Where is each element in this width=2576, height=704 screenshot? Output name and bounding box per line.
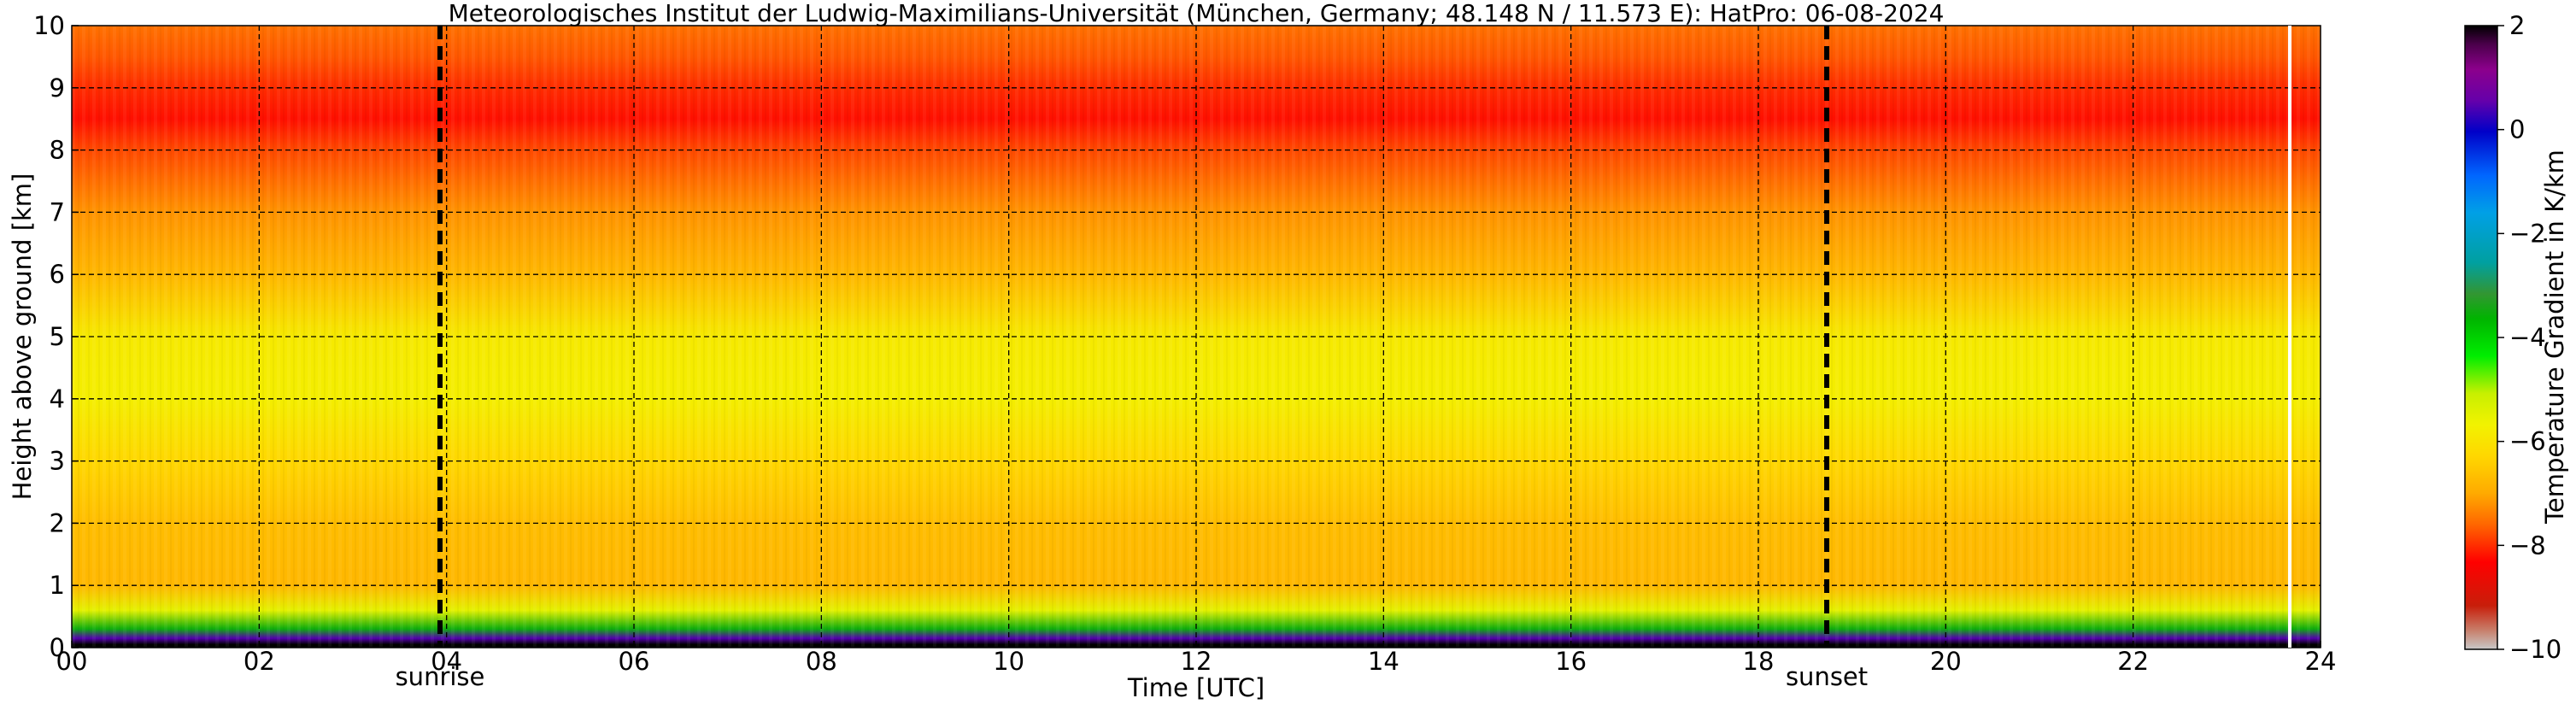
x-tick-label: 18 [1743, 647, 1775, 676]
x-axis-ticks: 00 02 04 06 08 10 12 14 16 18 20 22 24 [56, 641, 2337, 676]
sunset-label: sunset [1786, 662, 1868, 691]
y-axis-label: Height above ground [km] [8, 173, 37, 501]
colorbar: 2 0 −2 −4 −6 −8 −10 Temperature Gradient in K/… [2464, 11, 2569, 664]
y-tick-label: 2 [50, 508, 65, 537]
x-tick-label: 08 [806, 647, 837, 676]
y-tick-label: 6 [50, 260, 65, 289]
x-tick-label: 06 [619, 647, 650, 676]
y-tick-label: 10 [33, 11, 65, 40]
x-tick-label: 16 [1555, 647, 1587, 676]
chart-title: Meteorologisches Institut der Ludwig-Max… [449, 0, 1945, 27]
colorbar-gradient [2464, 25, 2498, 650]
colorbar-tick-label: 0 [2509, 115, 2525, 144]
y-tick-label: 5 [50, 322, 65, 351]
grid-lines [72, 26, 2321, 648]
x-tick-label: 20 [1930, 647, 1962, 676]
y-tick-label: 8 [50, 136, 65, 165]
y-tick-label: 7 [50, 197, 65, 226]
colorbar-tick-label: −4 [2509, 323, 2546, 352]
colorbar-ticks: 2 0 −2 −4 −6 −8 −10 [2497, 11, 2561, 664]
colorbar-tick-label: −2 [2509, 219, 2546, 248]
y-tick-label: 0 [50, 633, 65, 662]
plot-area: sunrise sunset [71, 25, 2321, 691]
x-tick-label: 10 [993, 647, 1024, 676]
x-tick-label: 00 [56, 647, 88, 676]
x-axis-label: Time [UTC] [1127, 673, 1265, 702]
y-tick-label: 4 [50, 384, 65, 414]
sunrise-label: sunrise [396, 662, 485, 691]
y-axis-ticks: 0 1 2 3 4 5 6 7 8 9 10 [33, 11, 79, 662]
x-tick-label: 24 [2305, 647, 2337, 676]
colorbar-tick-label: −8 [2509, 531, 2546, 560]
y-tick-label: 1 [50, 571, 65, 600]
x-tick-label: 14 [1368, 647, 1399, 676]
y-tick-label: 3 [50, 447, 65, 476]
x-tick-label: 22 [2117, 647, 2149, 676]
colorbar-tick-label: 2 [2509, 11, 2525, 40]
x-tick-label: 12 [1181, 647, 1212, 676]
x-tick-label: 04 [431, 647, 462, 676]
sun-markers: sunrise sunset [396, 26, 1868, 691]
y-tick-label: 9 [50, 73, 65, 103]
x-tick-label: 02 [244, 647, 275, 676]
colorbar-tick-label: −6 [2509, 427, 2546, 456]
colorbar-tick-label: −10 [2509, 635, 2561, 664]
colorbar-label: Temperature Gradient in K/km [2540, 150, 2569, 525]
